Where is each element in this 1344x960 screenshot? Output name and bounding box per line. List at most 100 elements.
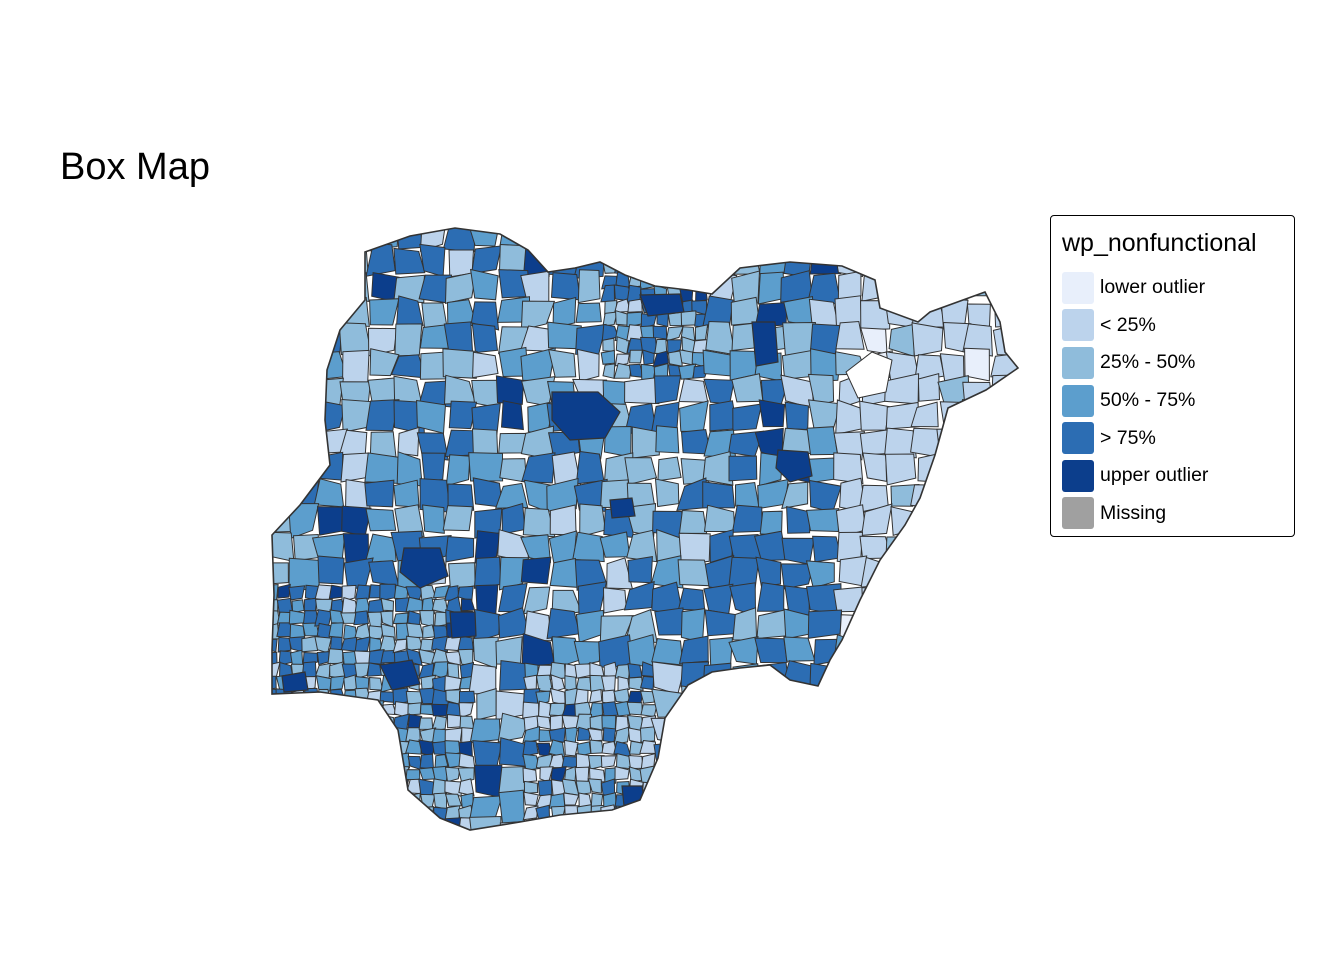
- district-polygon: [614, 234, 629, 251]
- district-polygon: [965, 508, 994, 535]
- district-polygon: [678, 509, 708, 534]
- district-polygon: [288, 585, 306, 601]
- district-polygon: [693, 233, 710, 250]
- district-polygon: [288, 503, 320, 540]
- district-polygon: [681, 685, 709, 719]
- district-polygon: [290, 728, 304, 745]
- district-polygon: [728, 743, 764, 770]
- district-polygon-upper-outlier: [775, 449, 813, 483]
- district-polygon: [381, 727, 398, 743]
- district-polygon: [753, 737, 784, 773]
- district-polygon: [628, 228, 644, 237]
- district-polygon: [732, 607, 758, 641]
- district-polygon: [327, 779, 345, 795]
- district-polygon: [469, 718, 502, 744]
- district-polygon: [445, 454, 471, 487]
- district-polygon: [703, 583, 734, 615]
- district-polygon: [340, 806, 357, 822]
- district-polygon: [314, 740, 333, 756]
- legend-title: wp_nonfunctional: [1062, 229, 1257, 257]
- district-polygon: [992, 581, 1018, 616]
- district-polygon: [589, 739, 604, 755]
- district-polygon: [316, 833, 332, 846]
- district-polygon: [302, 739, 320, 756]
- district-polygon: [911, 581, 945, 613]
- district-polygon: [884, 373, 920, 405]
- district-polygon: [312, 398, 346, 434]
- district-polygon: [338, 243, 369, 276]
- map-title: Box Map: [60, 146, 210, 188]
- district-polygon: [304, 713, 319, 731]
- district-polygon: [499, 660, 529, 691]
- district-polygon: [546, 607, 581, 640]
- district-polygon: [587, 727, 603, 742]
- district-polygon: [288, 793, 307, 810]
- district-polygon: [650, 796, 687, 825]
- district-polygon: [289, 296, 323, 331]
- district-polygon: [600, 349, 616, 365]
- district-polygon: [288, 713, 304, 732]
- district-polygon: [884, 453, 917, 486]
- district-polygon: [272, 376, 296, 404]
- district-polygon: [833, 431, 866, 461]
- district-polygon: [990, 243, 1018, 272]
- district-polygon: [353, 610, 369, 626]
- district-polygon: [572, 531, 605, 563]
- district-polygon: [727, 769, 761, 797]
- district-polygon: [641, 228, 655, 236]
- district-polygon: [341, 584, 357, 602]
- district-polygon: [678, 738, 707, 770]
- district-polygon: [963, 658, 998, 690]
- district-polygon: [328, 713, 344, 729]
- district-polygon: [275, 778, 292, 796]
- district-polygon: [888, 323, 916, 357]
- district-polygon: [652, 325, 668, 340]
- district-polygon: [628, 258, 642, 276]
- district-polygon: [833, 714, 864, 743]
- district-polygon: [680, 232, 695, 250]
- district-polygon: [327, 648, 344, 665]
- district-polygon: [523, 780, 539, 795]
- district-polygon: [474, 764, 503, 799]
- district-polygon: [835, 320, 865, 350]
- district-polygon: [394, 323, 423, 357]
- district-polygon: [272, 727, 278, 742]
- district-polygon: [272, 294, 297, 331]
- district-polygon: [327, 740, 344, 757]
- district-polygon: [406, 817, 422, 830]
- district-polygon: [616, 247, 631, 263]
- district-polygon: [733, 816, 761, 830]
- district-polygon: [937, 635, 968, 666]
- district-polygon: [967, 820, 993, 830]
- district-polygon: [964, 450, 997, 486]
- district-polygon: [472, 636, 499, 670]
- district-polygon: [625, 235, 645, 247]
- district-polygon: [654, 258, 671, 277]
- district-polygon: [859, 400, 890, 431]
- district-polygon: [499, 820, 529, 830]
- district-polygon: [613, 259, 630, 275]
- district-polygon: [442, 228, 477, 253]
- district-polygon: [860, 556, 894, 590]
- district-polygon: [354, 832, 370, 846]
- district-polygon: [654, 478, 680, 508]
- district-polygon: [702, 662, 733, 690]
- district-polygon: [471, 323, 499, 354]
- district-polygon: [538, 729, 552, 743]
- district-polygon: [370, 792, 384, 810]
- district-polygon: [272, 242, 289, 277]
- district-polygon: [706, 228, 738, 253]
- district-polygon: [602, 587, 627, 614]
- district-polygon: [936, 765, 971, 798]
- district-polygon: [272, 701, 279, 716]
- district-polygon: [421, 302, 448, 329]
- district-polygon: [733, 690, 760, 719]
- district-polygon: [328, 622, 344, 639]
- district-polygon: [565, 832, 579, 847]
- district-polygon: [614, 700, 632, 717]
- district-polygon: [315, 675, 332, 692]
- district-polygon: [651, 688, 683, 718]
- district-polygon: [549, 687, 566, 706]
- district-polygon: [563, 739, 579, 757]
- district-polygon: [433, 792, 448, 810]
